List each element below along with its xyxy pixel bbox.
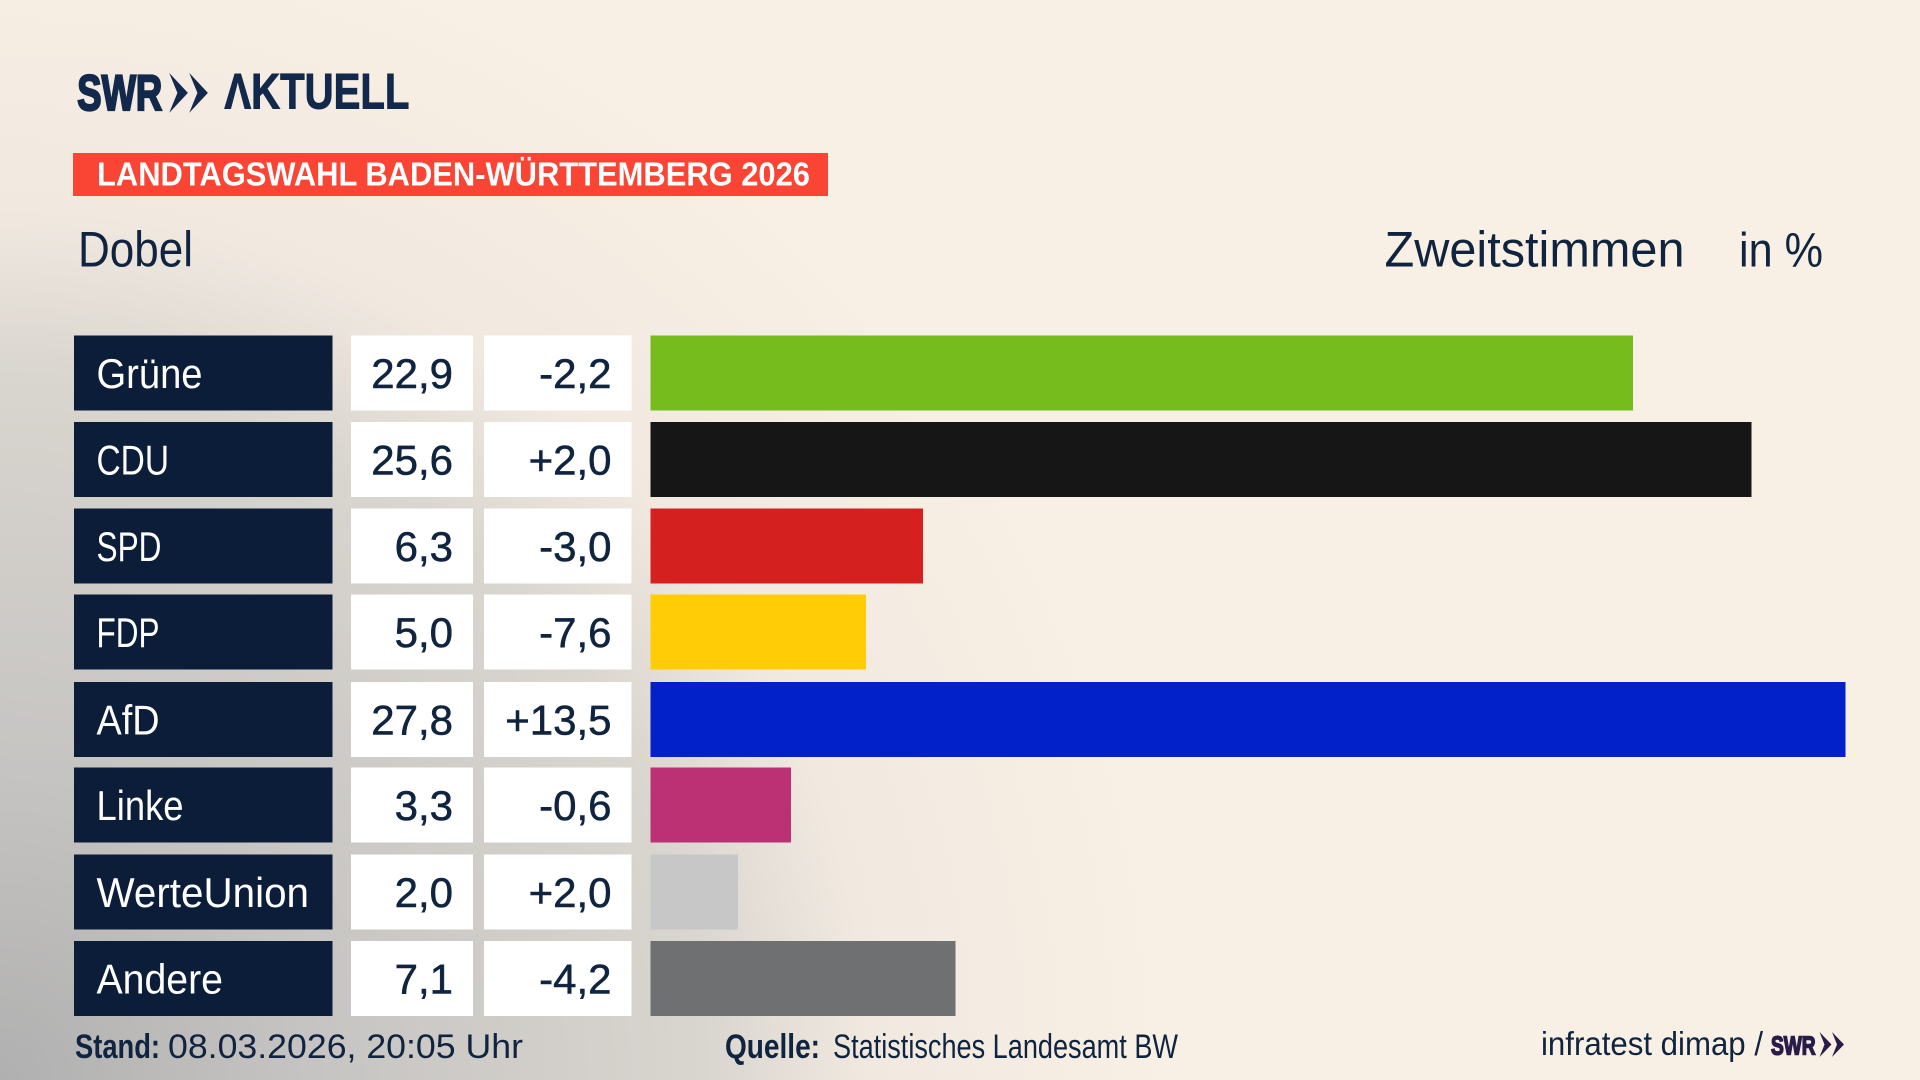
svg-text:+2,0: +2,0: [529, 869, 612, 916]
svg-text:3,3: 3,3: [395, 782, 453, 829]
svg-text:-3,0: -3,0: [539, 523, 611, 570]
svg-text:+2,0: +2,0: [529, 437, 612, 484]
svg-text:ΛKTUELL: ΛKTUELL: [224, 64, 409, 120]
svg-text:7,1: 7,1: [395, 956, 453, 1003]
svg-text:-0,6: -0,6: [539, 782, 611, 829]
svg-text:Stand:: Stand:: [75, 1028, 160, 1066]
svg-text:AfD: AfD: [97, 697, 160, 744]
svg-text:-2,2: -2,2: [539, 350, 611, 397]
svg-text:LANDTAGSWAHL BADEN-WÜRTTEMBERG: LANDTAGSWAHL BADEN-WÜRTTEMBERG 2026: [97, 157, 810, 194]
svg-text:Linke: Linke: [97, 782, 184, 829]
svg-text:5,0: 5,0: [395, 609, 453, 656]
svg-text:SWR: SWR: [1771, 1031, 1816, 1061]
svg-text:SPD: SPD: [97, 523, 162, 570]
svg-text:CDU: CDU: [97, 437, 170, 484]
svg-text:2,0: 2,0: [395, 869, 453, 916]
svg-text:Andere: Andere: [97, 956, 224, 1003]
svg-text:SWR: SWR: [77, 65, 162, 121]
svg-text:Dobel: Dobel: [78, 222, 193, 278]
svg-text:22,9: 22,9: [371, 350, 453, 397]
svg-text:6,3: 6,3: [395, 523, 453, 570]
svg-text:25,6: 25,6: [371, 437, 453, 484]
svg-text:Quelle:: Quelle:: [725, 1028, 820, 1066]
svg-text:+13,5: +13,5: [505, 697, 611, 744]
svg-text:-4,2: -4,2: [539, 956, 611, 1003]
svg-text:27,8: 27,8: [371, 697, 453, 744]
svg-text:in %: in %: [1739, 225, 1823, 278]
svg-text:-7,6: -7,6: [539, 609, 611, 656]
svg-text:Zweitstimmen: Zweitstimmen: [1385, 222, 1685, 278]
svg-text:FDP: FDP: [97, 609, 160, 656]
svg-text:infratest dimap /: infratest dimap /: [1541, 1025, 1764, 1062]
svg-text:08.03.2026, 20:05 Uhr: 08.03.2026, 20:05 Uhr: [168, 1028, 523, 1066]
svg-text:Statistisches Landesamt BW: Statistisches Landesamt BW: [833, 1028, 1178, 1066]
svg-text:Grüne: Grüne: [97, 350, 203, 397]
svg-text:WerteUnion: WerteUnion: [97, 869, 310, 916]
